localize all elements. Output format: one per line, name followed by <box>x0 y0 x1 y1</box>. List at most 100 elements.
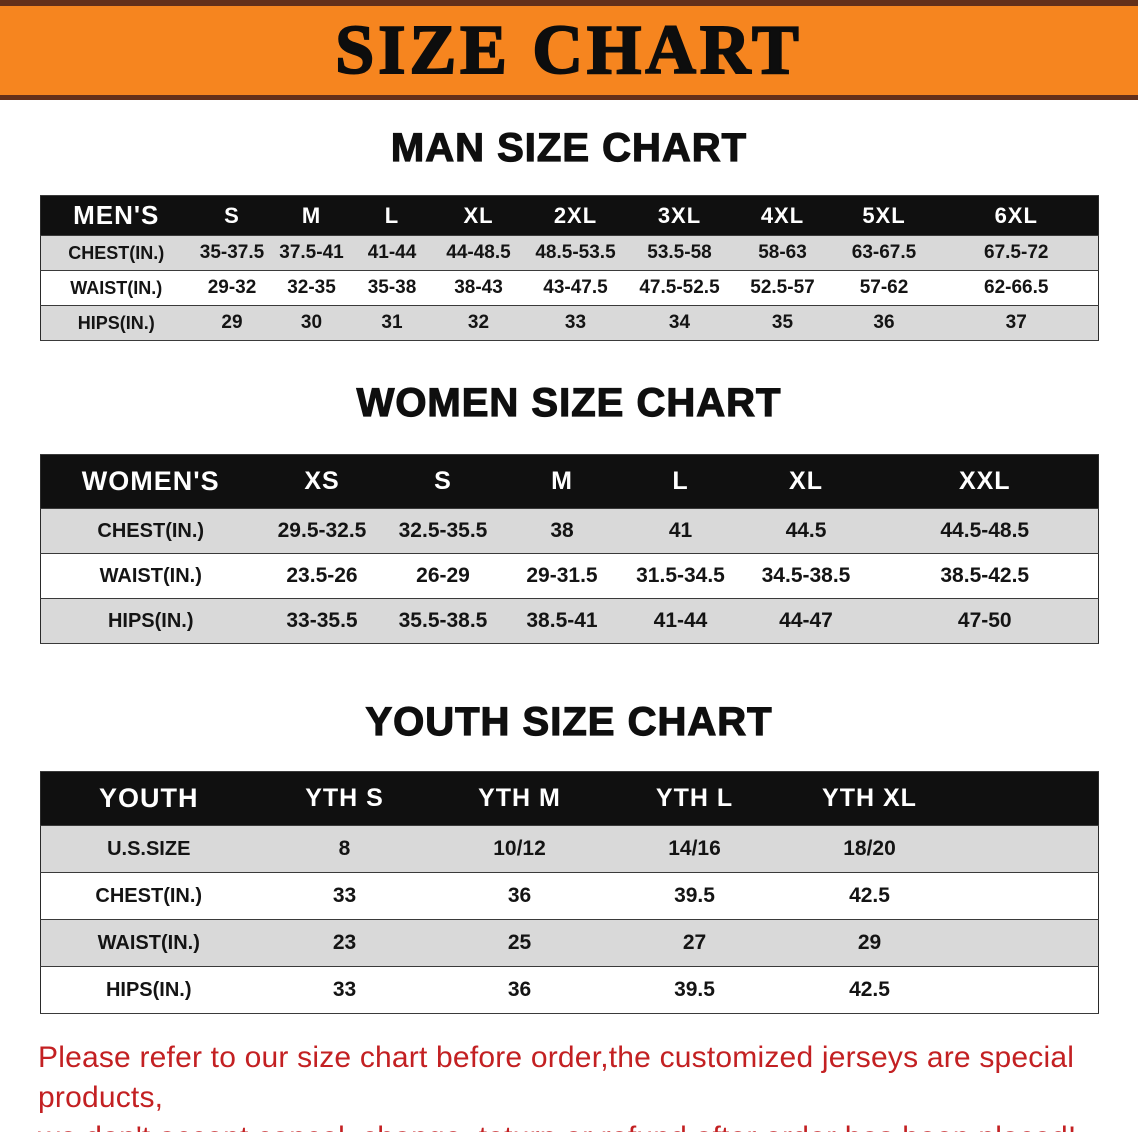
table-cell: 41 <box>621 508 740 554</box>
table-cell: 58-63 <box>732 235 833 271</box>
table-row: WAIST(IN.) 29-32 32-35 35-38 38-43 43-47… <box>40 270 1098 306</box>
column-header: L <box>621 454 740 509</box>
youth-header-row: YOUTH YTH S YTH M YTH L YTH XL <box>40 771 1098 826</box>
men-section-heading: MAN SIZE CHART <box>390 125 748 170</box>
table-cell: 29 <box>782 919 957 967</box>
row-label: HIPS(IN.) <box>40 966 257 1014</box>
column-header: XL <box>740 454 872 509</box>
youth-section-heading: YOUTH SIZE CHART <box>365 699 773 744</box>
table-row: CHEST(IN.) 35-37.5 37.5-41 41-44 44-48.5… <box>40 235 1098 271</box>
table-cell: 62-66.5 <box>935 270 1098 306</box>
filler-cell <box>957 825 1098 873</box>
table-cell: 10/12 <box>432 825 607 873</box>
column-header: M <box>503 454 621 509</box>
table-cell: 35 <box>732 305 833 341</box>
men-header-row: MEN'S S M L XL 2XL 3XL 4XL 5XL 6XL <box>40 195 1098 236</box>
column-header: 6XL <box>935 195 1098 236</box>
column-header: 3XL <box>627 195 732 236</box>
table-cell: 27 <box>607 919 782 967</box>
table-cell: 38.5-41 <box>503 598 621 644</box>
youth-size-table: YOUTH YTH S YTH M YTH L YTH XL U.S.SIZE … <box>39 771 1099 1014</box>
row-label: U.S.SIZE <box>40 825 257 873</box>
row-label: WAIST(IN.) <box>40 919 257 967</box>
table-cell: 33-35.5 <box>261 598 383 644</box>
row-label: CHEST(IN.) <box>40 508 261 554</box>
table-cell: 25 <box>432 919 607 967</box>
table-cell: 44-48.5 <box>433 235 524 271</box>
table-cell: 29-31.5 <box>503 553 621 599</box>
table-row: WAIST(IN.) 23 25 27 29 <box>40 919 1098 967</box>
disclaimer: Please refer to our size chart before or… <box>38 1038 1102 1132</box>
table-cell: 37 <box>935 305 1098 341</box>
table-cell: 14/16 <box>607 825 782 873</box>
table-cell: 63-67.5 <box>833 235 935 271</box>
column-header: 2XL <box>524 195 627 236</box>
table-cell: 36 <box>833 305 935 341</box>
column-header: XL <box>433 195 524 236</box>
table-cell: 53.5-58 <box>627 235 732 271</box>
filler-cell <box>957 966 1098 1014</box>
column-header: 4XL <box>732 195 833 236</box>
table-cell: 41-44 <box>351 235 433 271</box>
table-cell: 39.5 <box>607 872 782 920</box>
table-cell: 47.5-52.5 <box>627 270 732 306</box>
table-cell: 33 <box>257 872 432 920</box>
table-cell: 37.5-41 <box>272 235 351 271</box>
column-header: S <box>383 454 503 509</box>
table-cell: 29.5-32.5 <box>261 508 383 554</box>
row-label: CHEST(IN.) <box>40 235 192 271</box>
banner: SIZE CHART <box>0 0 1138 100</box>
youth-section: YOUTH SIZE CHART YOUTH YTH S YTH M YTH L… <box>0 699 1138 1014</box>
table-row: HIPS(IN.) 33 36 39.5 42.5 <box>40 966 1098 1014</box>
table-cell: 36 <box>432 872 607 920</box>
women-size-table: WOMEN'S XS S M L XL XXL CHEST(IN.) 29.5-… <box>39 454 1099 644</box>
table-cell: 34.5-38.5 <box>740 553 872 599</box>
row-label: CHEST(IN.) <box>40 872 257 920</box>
table-cell: 38.5-42.5 <box>872 553 1098 599</box>
men-size-table: MEN'S S M L XL 2XL 3XL 4XL 5XL 6XL CHEST… <box>39 195 1099 341</box>
table-cell: 29 <box>192 305 272 341</box>
table-cell: 38-43 <box>433 270 524 306</box>
women-header-row: WOMEN'S XS S M L XL XXL <box>40 454 1098 509</box>
table-cell: 44-47 <box>740 598 872 644</box>
column-header: YTH XL <box>782 771 957 826</box>
table-cell: 31.5-34.5 <box>621 553 740 599</box>
table-cell: 23.5-26 <box>261 553 383 599</box>
page-title: SIZE CHART <box>334 11 803 90</box>
table-cell: 33 <box>257 966 432 1014</box>
column-header: S <box>192 195 272 236</box>
table-cell: 32 <box>433 305 524 341</box>
table-row: WAIST(IN.) 23.5-26 26-29 29-31.5 31.5-34… <box>40 553 1098 599</box>
column-header: MEN'S <box>40 195 192 236</box>
row-label: WAIST(IN.) <box>40 553 261 599</box>
table-cell: 48.5-53.5 <box>524 235 627 271</box>
table-cell: 29-32 <box>192 270 272 306</box>
table-cell: 18/20 <box>782 825 957 873</box>
women-section-heading: WOMEN SIZE CHART <box>356 380 782 425</box>
table-cell: 43-47.5 <box>524 270 627 306</box>
disclaimer-line-1: Please refer to our size chart before or… <box>38 1041 1075 1114</box>
table-cell: 34 <box>627 305 732 341</box>
row-label: WAIST(IN.) <box>40 270 192 306</box>
table-cell: 41-44 <box>621 598 740 644</box>
table-cell: 38 <box>503 508 621 554</box>
table-cell: 31 <box>351 305 433 341</box>
column-header: XS <box>261 454 383 509</box>
column-header: YTH S <box>257 771 432 826</box>
table-cell: 23 <box>257 919 432 967</box>
column-header: M <box>272 195 351 236</box>
table-cell: 47-50 <box>872 598 1098 644</box>
table-row: CHEST(IN.) 29.5-32.5 32.5-35.5 38 41 44.… <box>40 508 1098 554</box>
table-cell: 35.5-38.5 <box>383 598 503 644</box>
table-cell: 26-29 <box>383 553 503 599</box>
column-header: YOUTH <box>40 771 257 826</box>
header-filler-cell <box>957 771 1098 826</box>
column-header: L <box>351 195 433 236</box>
filler-cell <box>957 919 1098 967</box>
table-cell: 52.5-57 <box>732 270 833 306</box>
table-cell: 8 <box>257 825 432 873</box>
table-cell: 39.5 <box>607 966 782 1014</box>
column-header: WOMEN'S <box>40 454 261 509</box>
women-section: WOMEN SIZE CHART WOMEN'S XS S M L XL XXL <box>0 380 1138 644</box>
